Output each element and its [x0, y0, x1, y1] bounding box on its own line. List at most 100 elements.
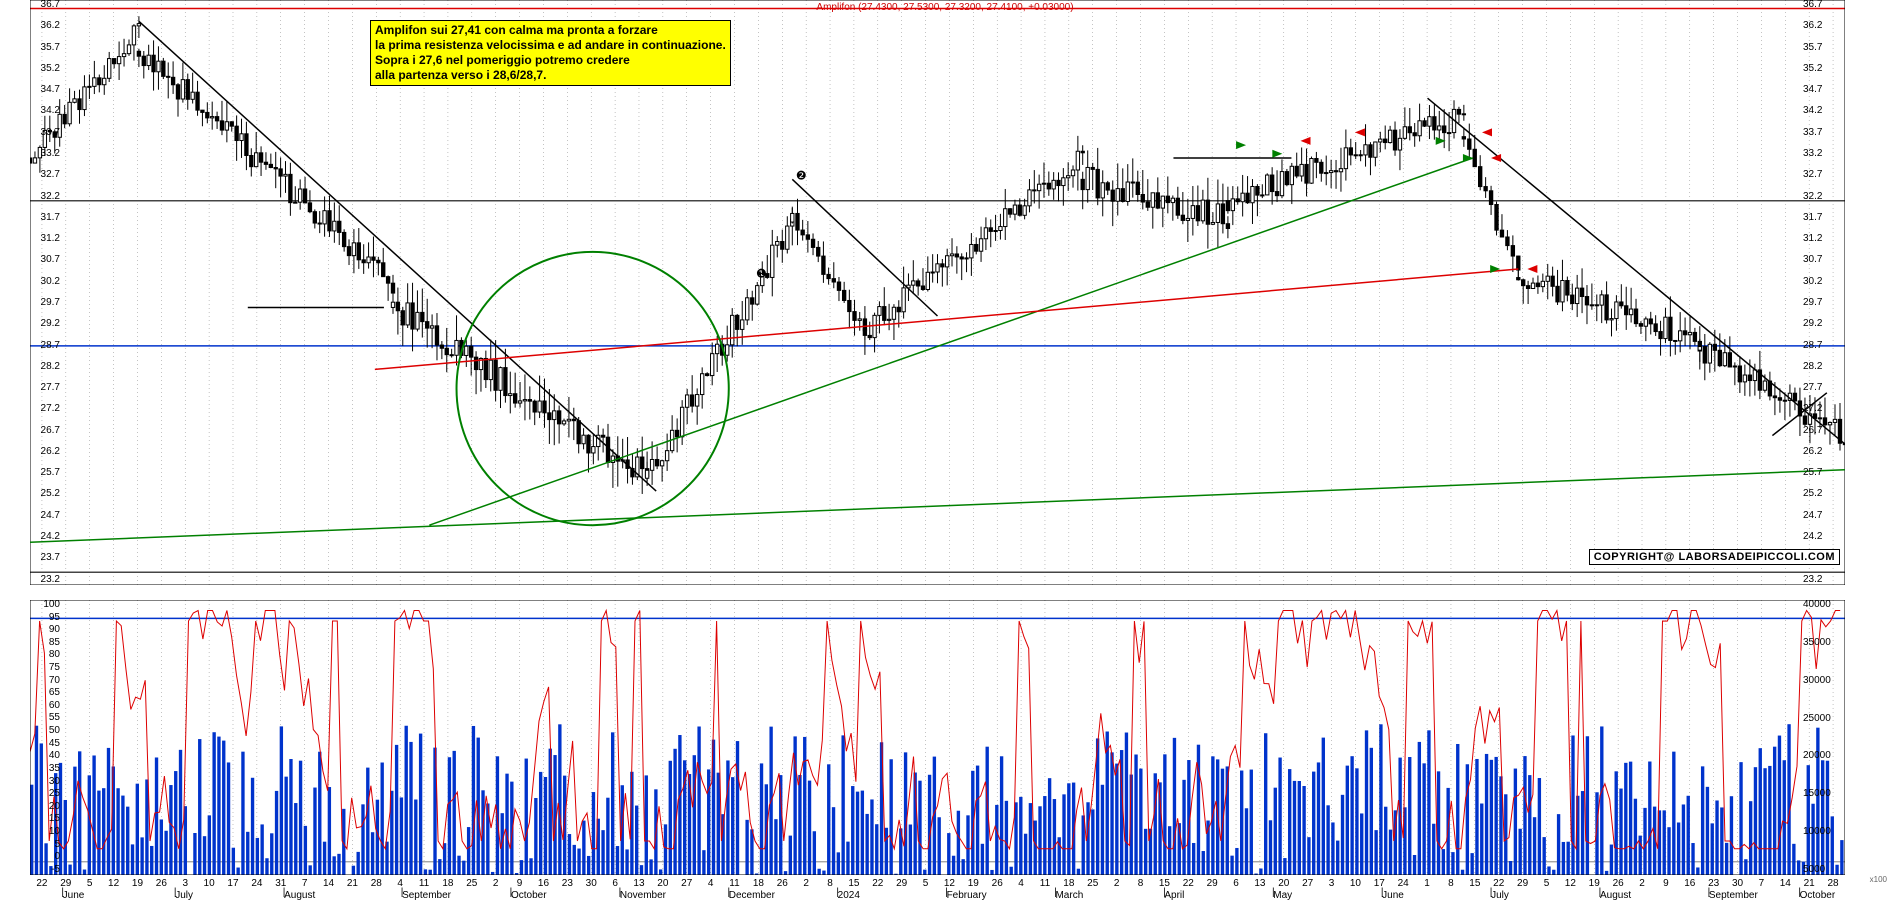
axis-tick: 0	[30, 852, 60, 862]
date-tick: 22	[36, 878, 47, 889]
month-label: July	[1491, 890, 1509, 901]
date-tick: 18	[753, 878, 764, 889]
axis-tick: 25.7	[1803, 468, 1845, 478]
date-tick: 22	[1183, 878, 1194, 889]
axis-tick: 32.2	[30, 192, 60, 202]
axis-tick: 100	[30, 600, 60, 610]
date-tick: 20	[1278, 878, 1289, 889]
axis-tick: 26.7	[1803, 426, 1845, 436]
osc-yaxis-right: 400003500030000250002000015000100005000	[1800, 600, 1845, 875]
axis-tick: 29.7	[1803, 298, 1845, 308]
date-tick: 4	[708, 878, 714, 889]
date-tick: 3	[1329, 878, 1335, 889]
axis-tick: 30	[30, 777, 60, 787]
month-label: December	[729, 890, 775, 901]
axis-tick: 34.7	[1803, 85, 1845, 95]
date-tick: 28	[1827, 878, 1838, 889]
date-tick: 12	[1565, 878, 1576, 889]
axis-tick: 50	[30, 726, 60, 736]
date-tick: 21	[1804, 878, 1815, 889]
axis-tick: 24.7	[30, 511, 60, 521]
axis-tick: 10	[30, 827, 60, 837]
date-tick: 30	[1732, 878, 1743, 889]
axis-tick: 31.7	[1803, 213, 1845, 223]
copyright-label: COPYRIGHT@ LABORSADEIPICCOLI.COM	[1589, 549, 1840, 565]
axis-tick: 27.7	[30, 383, 60, 393]
month-label: September	[1709, 890, 1758, 901]
axis-tick: 24.2	[30, 532, 60, 542]
date-tick: 29	[896, 878, 907, 889]
axis-tick: 35000	[1803, 638, 1845, 648]
axis-tick: 40	[30, 751, 60, 761]
date-tick: 13	[1254, 878, 1265, 889]
month-label: July	[175, 890, 193, 901]
date-tick: 26	[777, 878, 788, 889]
date-tick: 16	[538, 878, 549, 889]
axis-tick: 33.2	[1803, 149, 1845, 159]
date-tick: 2	[803, 878, 809, 889]
date-tick: 8	[1448, 878, 1454, 889]
date-tick: 18	[1063, 878, 1074, 889]
month-label: October	[511, 890, 547, 901]
month-label: 2024	[838, 890, 860, 901]
axis-tick: 28.7	[1803, 341, 1845, 351]
month-label: March	[1055, 890, 1083, 901]
axis-tick: 29.7	[30, 298, 60, 308]
svg-text:❷: ❷	[796, 168, 807, 182]
date-tick: 15	[848, 878, 859, 889]
axis-tick: 70	[30, 676, 60, 686]
axis-tick: 75	[30, 663, 60, 673]
date-tick: 20	[657, 878, 668, 889]
annotation-line: Amplifon sui 27,41 con calma ma pronta a…	[375, 23, 726, 38]
axis-tick: 5000	[1803, 865, 1845, 875]
axis-tick: 35.7	[30, 43, 60, 53]
axis-tick: 10000	[1803, 827, 1845, 837]
axis-tick: 15000	[1803, 789, 1845, 799]
axis-tick: 33.7	[30, 128, 60, 138]
date-tick: 22	[1493, 878, 1504, 889]
axis-tick: 25.2	[1803, 489, 1845, 499]
date-tick: 15	[1469, 878, 1480, 889]
axis-tick: 25.2	[30, 489, 60, 499]
annotation-line: Sopra i 27,6 nel pomeriggio potremo cred…	[375, 53, 726, 68]
axis-tick: 27.2	[1803, 404, 1845, 414]
axis-tick: 26.2	[1803, 447, 1845, 457]
axis-tick: 26.2	[30, 447, 60, 457]
month-label: November	[620, 890, 666, 901]
axis-tick: 35.7	[1803, 43, 1845, 53]
date-tick: 26	[1613, 878, 1624, 889]
date-tick: 7	[1759, 878, 1765, 889]
date-tick: 18	[442, 878, 453, 889]
date-tick: 17	[227, 878, 238, 889]
axis-tick: 33.7	[1803, 128, 1845, 138]
axis-tick: 95	[30, 613, 60, 623]
date-tick: 5	[1544, 878, 1550, 889]
date-tick: 7	[302, 878, 308, 889]
svg-text:❶: ❶	[756, 267, 767, 281]
date-tick: 10	[1350, 878, 1361, 889]
axis-tick: 20	[30, 802, 60, 812]
oscillator-chart	[30, 600, 1845, 875]
month-label: February	[947, 890, 987, 901]
axis-tick: 20000	[1803, 751, 1845, 761]
date-tick: 9	[1663, 878, 1669, 889]
axis-tick: 45	[30, 739, 60, 749]
xscale-label: x100	[1870, 875, 1887, 884]
date-tick: 29	[1517, 878, 1528, 889]
date-tick: 11	[729, 878, 739, 889]
axis-tick: 55	[30, 713, 60, 723]
axis-tick: 32.7	[30, 170, 60, 180]
axis-tick: 34.2	[30, 106, 60, 116]
date-tick: 22	[872, 878, 883, 889]
axis-tick: 27.7	[1803, 383, 1845, 393]
month-label: August	[284, 890, 315, 901]
annotation-box: Amplifon sui 27,41 con calma ma pronta a…	[370, 20, 731, 86]
axis-tick: 33.2	[30, 149, 60, 159]
axis-tick: 28.2	[30, 362, 60, 372]
axis-tick: 40000	[1803, 600, 1845, 610]
axis-tick: 28.2	[1803, 362, 1845, 372]
axis-tick: 35.2	[1803, 64, 1845, 74]
date-tick: 8	[1138, 878, 1144, 889]
axis-tick: 35	[30, 764, 60, 774]
axis-tick: 36.2	[30, 21, 60, 31]
